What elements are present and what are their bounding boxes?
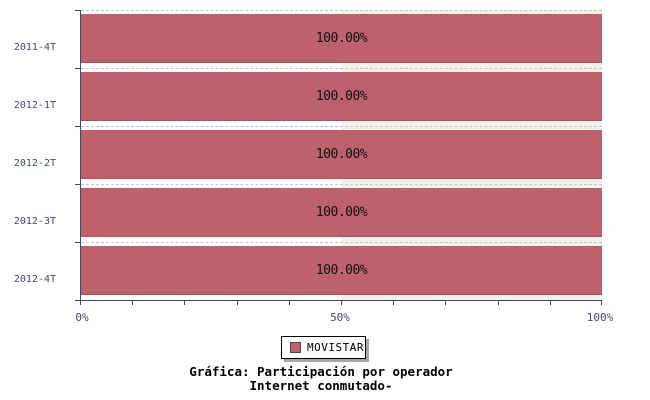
x-tick-mark xyxy=(132,301,134,305)
category-band-2012-1T: 100.00% xyxy=(81,68,602,126)
category-band-2011-4T: 100.00% xyxy=(81,10,602,68)
gridline xyxy=(81,68,602,69)
gridline xyxy=(81,242,602,243)
y-axis-line xyxy=(80,10,81,301)
bar-2012-4T: 100.00% xyxy=(81,246,602,295)
bar-2012-2T: 100.00% xyxy=(81,130,602,179)
x-tick-mark xyxy=(549,301,551,305)
y-tick-mark xyxy=(75,68,80,69)
x-axis-ticks xyxy=(80,301,602,306)
bar-value-label: 100.00% xyxy=(315,204,368,220)
x-tick-mark xyxy=(236,301,238,305)
category-label: 2012-3T xyxy=(13,216,56,227)
category-band-2012-3T: 100.00% xyxy=(81,184,602,242)
bar-2012-3T: 100.00% xyxy=(81,188,602,237)
bar-value-label: 100.00% xyxy=(315,146,368,162)
x-tick-mark xyxy=(393,301,395,305)
x-tick-mark xyxy=(341,301,342,305)
y-tick-mark xyxy=(75,184,80,185)
gridline xyxy=(81,184,602,185)
gridline xyxy=(81,126,602,127)
category-label: 2012-1T xyxy=(13,100,56,111)
bar-value-label: 100.00% xyxy=(315,30,368,46)
bar-2012-1T: 100.00% xyxy=(81,72,602,121)
bar-value-label: 100.00% xyxy=(315,88,368,104)
y-tick-mark xyxy=(75,10,80,11)
category-band-2012-2T: 100.00% xyxy=(81,126,602,184)
y-tick-mark xyxy=(75,300,80,301)
x-tick-mark xyxy=(184,301,186,305)
legend-color-swatch xyxy=(290,342,301,353)
caption-line-1: Gráfica: Participación por operador xyxy=(189,364,453,379)
chart-caption: Gráfica: Participación por operador Inte… xyxy=(0,365,642,393)
category-label: 2012-2T xyxy=(13,158,56,169)
y-tick-mark xyxy=(75,126,80,127)
x-tick-label-100: 100% xyxy=(586,311,614,324)
category-label: 2012-4T xyxy=(13,274,56,285)
x-tick-mark xyxy=(80,301,81,305)
category-label: 2011-4T xyxy=(13,42,56,53)
x-tick-mark xyxy=(445,301,447,305)
legend: MOVISTAR xyxy=(281,336,366,359)
bar-value-label: 100.00% xyxy=(315,262,368,278)
bar-2011-4T: 100.00% xyxy=(81,14,602,63)
category-band-2012-4T: 100.00% xyxy=(81,242,602,300)
x-tick-mark xyxy=(497,301,499,305)
x-tick-mark xyxy=(601,301,602,305)
y-axis-ticks xyxy=(75,10,80,301)
category-axis-labels: 2011-4T 2012-1T 2012-2T 2012-3T 2012-4T xyxy=(0,10,68,300)
legend-series-label: MOVISTAR xyxy=(307,341,364,354)
x-axis-line xyxy=(80,300,602,301)
x-tick-label-50: 50% xyxy=(330,311,350,324)
x-tick-label-0: 0% xyxy=(75,311,89,324)
gridline xyxy=(81,10,602,11)
x-tick-mark xyxy=(288,301,290,305)
y-tick-mark xyxy=(75,242,80,243)
caption-line-2: Internet conmutado- xyxy=(249,378,393,393)
plot-area: 100.00% 100.00% 100.00% 100.00% 100.00% xyxy=(81,10,602,300)
